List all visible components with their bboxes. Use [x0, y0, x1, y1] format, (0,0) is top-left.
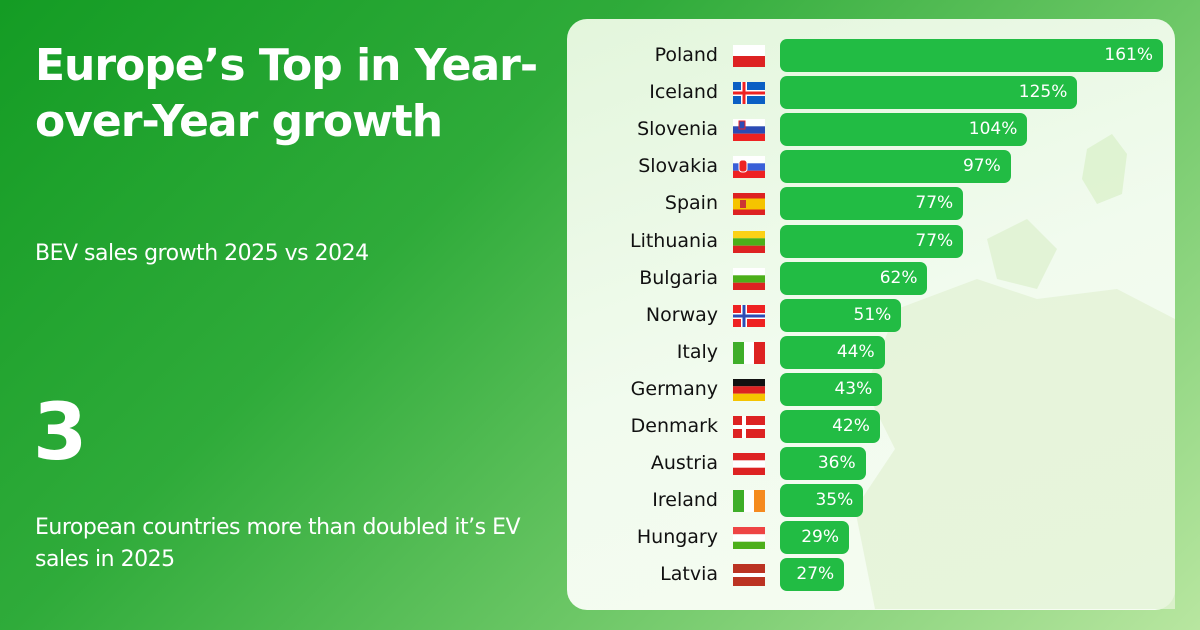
bar: 77% [780, 224, 964, 258]
bar-row-denmark: Denmark 42% [567, 410, 1175, 443]
norway-flag-icon [733, 304, 765, 327]
category-label: Slovenia [637, 118, 718, 141]
bar-row-spain: Spain 77% [567, 187, 1175, 221]
category-label: Iceland [649, 81, 718, 104]
category-label: Latvia [660, 563, 718, 586]
bar: 104% [780, 113, 1028, 147]
bar: 51% [780, 298, 902, 332]
denmark-flag-icon [733, 416, 765, 438]
category-label: Ireland [652, 489, 718, 512]
category-label: Spain [664, 192, 718, 215]
italy-flag-icon [733, 341, 765, 364]
slovakia-flag-icon [733, 156, 765, 179]
category-label: Hungary [636, 526, 718, 549]
bar: 77% [780, 187, 964, 221]
bar: 35% [780, 484, 864, 518]
category-label: Norway [645, 303, 718, 326]
lithuania-flag-icon [733, 230, 765, 253]
bar: 29% [780, 521, 849, 555]
data-label: 29% [801, 527, 839, 548]
bar: 36% [780, 447, 866, 481]
data-label: 27% [796, 564, 835, 585]
data-label: 77% [915, 230, 954, 251]
bar: 43% [780, 372, 883, 406]
category-label: Germany [630, 377, 718, 400]
europe-map-background [855, 134, 1175, 609]
stat-number: 3 [33, 388, 88, 478]
category-label: Denmark [630, 415, 718, 437]
germany-flag-icon [733, 378, 765, 401]
slovenia-flag-icon [733, 119, 765, 142]
spain-flag-icon [733, 193, 765, 216]
bar-row-lithuania: Lithuania 77% [567, 224, 1175, 258]
data-label: 43% [834, 378, 873, 399]
bar: 42% [780, 410, 880, 443]
subtitle: BEV sales growth 2025 vs 2024 [35, 241, 369, 266]
category-label: Poland [654, 44, 718, 66]
bar-row-germany: Germany 43% [567, 372, 1175, 406]
bar-row-hungary: Hungary 29% [567, 521, 1175, 555]
category-label: Lithuania [629, 229, 718, 252]
data-label: 77% [915, 193, 954, 214]
bar-row-ireland: Ireland 35% [567, 484, 1175, 518]
category-label: Austria [650, 452, 718, 475]
data-label: 125% [1018, 82, 1068, 103]
bar: 62% [780, 261, 928, 295]
data-label: 97% [962, 156, 1001, 177]
bulgaria-flag-icon [733, 267, 765, 290]
bar-row-iceland: Iceland 125% [567, 76, 1175, 110]
category-label: Bulgaria [639, 266, 718, 289]
data-label: 35% [815, 490, 854, 511]
hungary-flag-icon [733, 527, 765, 550]
data-label: 51% [853, 304, 892, 325]
data-label: 161% [1104, 45, 1153, 65]
bar-row-slovakia: Slovakia 97% [567, 150, 1175, 184]
data-label: 62% [879, 267, 918, 288]
data-label: 42% [832, 416, 870, 436]
bar: 161% [780, 39, 1163, 72]
chart-card: Poland 161% Iceland 125% Slovenia 104% Slov… [567, 19, 1175, 610]
data-label: 36% [817, 453, 856, 474]
data-label: 104% [968, 119, 1018, 140]
bar: 125% [780, 76, 1078, 110]
category-label: Italy [676, 340, 718, 363]
bar-row-norway: Norway 51% [567, 298, 1175, 332]
bar-row-latvia: Latvia 27% [567, 558, 1175, 592]
bar: 97% [780, 150, 1011, 184]
bar-row-slovenia: Slovenia 104% [567, 113, 1175, 147]
data-label: 44% [836, 341, 875, 362]
stat-text: European countries more than doubled it’… [35, 515, 521, 572]
bar-row-bulgaria: Bulgaria 62% [567, 261, 1175, 295]
category-label: Slovakia [638, 155, 718, 178]
bar: 44% [780, 335, 885, 369]
page-title: Europe’s Top in Year-over-Year growth [35, 40, 538, 147]
austria-flag-icon [733, 453, 765, 476]
bar-row-austria: Austria 36% [567, 447, 1175, 481]
bar-row-poland: Poland 161% [567, 39, 1175, 72]
ireland-flag-icon [733, 490, 765, 513]
bar: 27% [780, 558, 845, 592]
poland-flag-icon [733, 45, 765, 67]
bar-row-italy: Italy 44% [567, 335, 1175, 369]
latvia-flag-icon [733, 564, 765, 587]
iceland-flag-icon [733, 82, 765, 105]
